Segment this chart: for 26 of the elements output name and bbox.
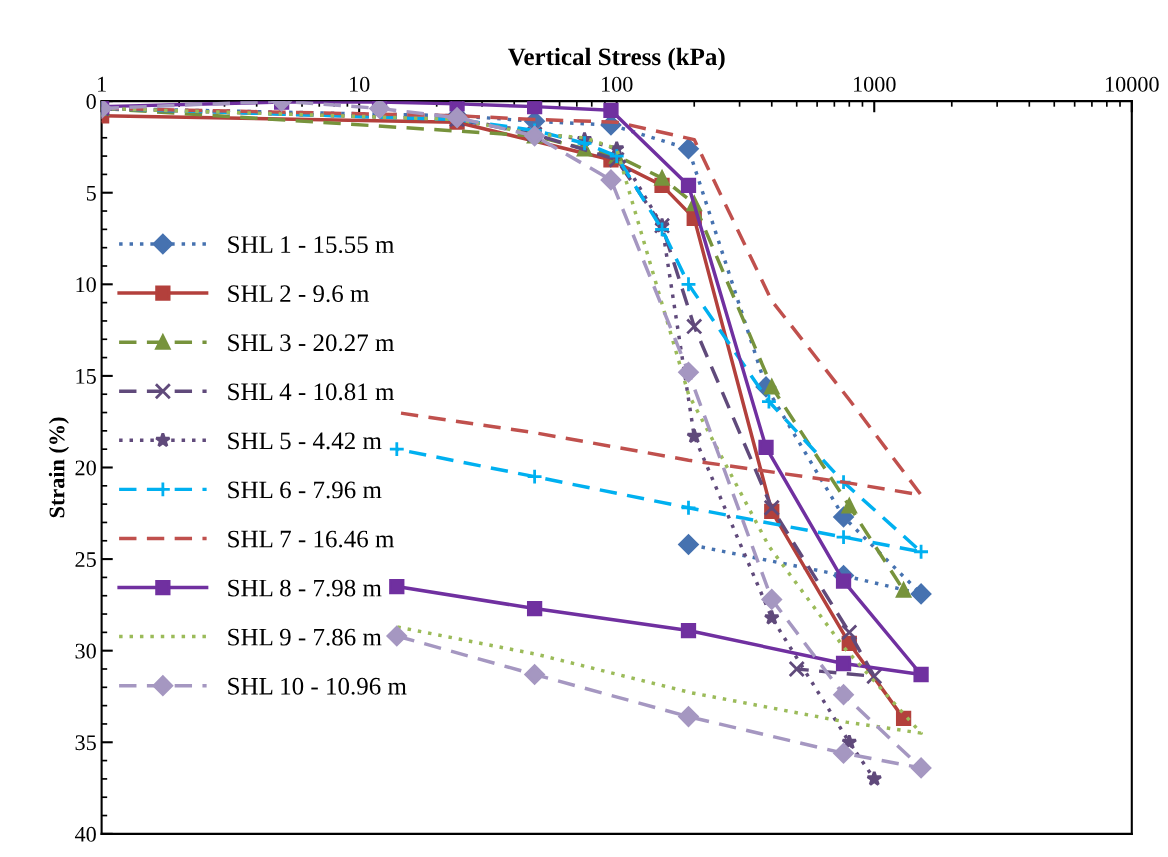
y-tick-label: 15 — [76, 368, 96, 384]
y-tick-label: 35 — [75, 735, 96, 751]
y-tick-label: 10 — [76, 277, 96, 293]
legend-label: SHL 6 - 7.96 m — [228, 481, 382, 499]
y-axis-title: Strain (%) — [48, 417, 69, 518]
x-tick-label: 10 — [350, 76, 370, 92]
legend-label: SHL 5 - 4.42 m — [228, 432, 382, 450]
x-tick-label: 100 — [601, 76, 633, 92]
x-tick-label: 1000 — [853, 76, 896, 92]
legend-label: SHL 4 - 10.81 m — [228, 383, 395, 401]
y-tick-label: 20 — [75, 460, 96, 476]
x-axis-title: Vertical Stress (kPa) — [507, 47, 725, 71]
y-tick-label: 0 — [86, 94, 96, 110]
y-tick-label: 40 — [74, 826, 96, 842]
legend-label: SHL 9 - 7.86 m — [228, 628, 382, 646]
y-tick-label: 25 — [75, 552, 96, 568]
legend-label: SHL 3 - 20.27 m — [228, 334, 395, 352]
y-tick-label: 5 — [86, 185, 96, 201]
legend-label: SHL 10 - 10.96 m — [228, 677, 407, 695]
legend-label: SHL 2 - 9.6 m — [228, 285, 370, 303]
legend-label: SHL 7 - 16.46 m — [228, 530, 395, 548]
x-tick-label: 10000 — [1105, 76, 1159, 92]
x-tick-label: 1 — [98, 76, 106, 92]
legend-label: SHL 8 - 7.98 m — [228, 579, 382, 597]
y-tick-label: 30 — [75, 643, 96, 659]
legend-label: SHL 1 - 15.55 m — [228, 236, 395, 254]
